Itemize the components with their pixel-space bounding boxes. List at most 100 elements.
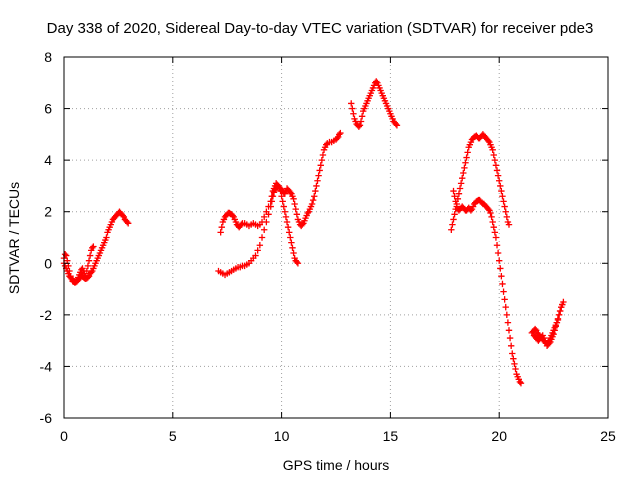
data-point	[499, 193, 506, 200]
y-tick-label: -2	[40, 307, 53, 323]
data-point	[546, 340, 553, 347]
data-point	[88, 269, 95, 276]
data-point	[90, 243, 97, 250]
data-point	[316, 167, 323, 174]
y-axis-label: SDTVAR / TECUs	[6, 182, 22, 294]
data-point	[72, 278, 80, 285]
data-point	[308, 200, 316, 208]
y-tick-label: 2	[44, 204, 52, 220]
data-point	[358, 113, 366, 120]
data-point	[494, 172, 502, 179]
data-point	[260, 226, 268, 233]
data-point	[84, 262, 92, 270]
data-point	[290, 195, 297, 203]
data-point	[103, 234, 110, 241]
data-point	[282, 213, 290, 221]
x-tick-label: 0	[60, 428, 68, 444]
data-point	[552, 323, 559, 330]
data-point	[500, 198, 507, 205]
data-point	[451, 211, 458, 218]
data-point	[459, 174, 466, 182]
data-point	[254, 247, 261, 254]
data-point	[511, 360, 518, 368]
data-point	[489, 146, 496, 154]
data-point	[294, 260, 302, 267]
data-point	[488, 213, 495, 221]
data-point	[550, 330, 557, 338]
data-point	[490, 151, 497, 159]
y-tick-label: 8	[44, 49, 52, 65]
data-point	[350, 110, 357, 117]
data-point	[489, 218, 496, 226]
data-point	[507, 342, 515, 349]
data-point	[337, 129, 344, 137]
data-point	[349, 105, 356, 112]
data-point	[279, 198, 286, 205]
data-point	[82, 272, 89, 280]
data-point	[456, 185, 464, 192]
data-point	[290, 249, 297, 257]
data-point	[291, 200, 298, 208]
data-point	[500, 288, 507, 295]
data-point	[485, 205, 492, 213]
data-point	[448, 226, 455, 233]
data-point	[467, 207, 475, 214]
data-point	[487, 209, 494, 217]
data-point	[492, 234, 500, 241]
data-point	[278, 193, 285, 200]
data-point	[450, 216, 457, 223]
data-point	[494, 249, 502, 257]
data-point	[455, 190, 463, 197]
data-point	[512, 365, 519, 373]
data-point	[503, 213, 511, 221]
data-point	[280, 203, 287, 210]
data-point	[461, 164, 468, 172]
y-tick-label: 6	[44, 101, 52, 117]
data-point	[501, 203, 508, 210]
data-point	[283, 218, 291, 226]
data-point	[457, 180, 465, 187]
chart-title: Day 338 of 2020, Sidereal Day-to-day VTE…	[47, 20, 594, 37]
data-point	[502, 303, 509, 311]
data-point	[449, 221, 456, 228]
data-point	[451, 193, 458, 200]
data-point	[317, 162, 324, 169]
data-point	[218, 223, 225, 231]
data-point	[499, 280, 506, 288]
data-point	[265, 211, 272, 218]
data-point	[493, 167, 501, 174]
data-point	[86, 252, 94, 259]
y-tick-label: -6	[40, 410, 53, 426]
axis-ticks: 0 5 10 15 20 25 -6 -4 -2 0 2 4 6 8	[40, 49, 616, 444]
data-point	[357, 118, 365, 125]
data-point	[124, 220, 132, 227]
data-point	[83, 267, 91, 275]
x-tick-label: 25	[600, 428, 616, 444]
data-point	[293, 258, 301, 266]
data-point	[373, 78, 380, 85]
data-point	[502, 208, 509, 215]
data-point	[462, 159, 469, 166]
data-point	[464, 149, 471, 156]
data-point	[286, 229, 293, 236]
data-point	[555, 311, 563, 319]
data-point	[293, 211, 301, 218]
data-point	[491, 156, 499, 164]
data-point	[348, 100, 355, 107]
data-point	[531, 325, 539, 333]
data-point	[85, 257, 93, 264]
data-point	[554, 315, 562, 322]
data-point	[498, 187, 505, 195]
data-point	[490, 223, 497, 231]
data-point	[269, 193, 277, 200]
x-tick-label: 10	[274, 428, 290, 444]
x-tick-label: 20	[491, 428, 507, 444]
data-point	[452, 198, 459, 205]
data-point	[299, 221, 306, 228]
data-point	[229, 212, 236, 219]
data-point	[281, 208, 289, 215]
data-point	[315, 172, 322, 179]
data-point	[267, 203, 274, 210]
data-point	[318, 156, 326, 164]
